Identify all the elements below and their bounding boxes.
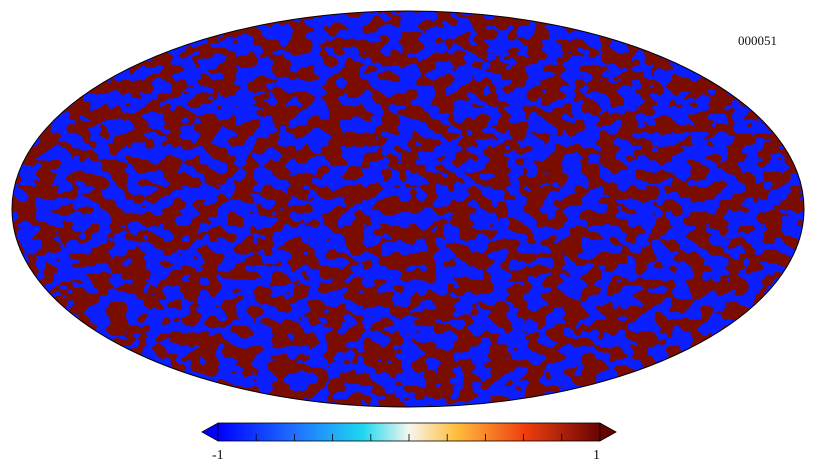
colorbar-max-label: 1 bbox=[593, 448, 600, 463]
map-field bbox=[12, 11, 804, 407]
map-id-label: 000051 bbox=[738, 33, 777, 48]
colorbar bbox=[201, 422, 617, 442]
map-outline bbox=[11, 10, 805, 408]
colorbar-max-arrow bbox=[599, 422, 617, 442]
map-transition-speckles bbox=[12, 11, 804, 407]
colorbar-min-label: -1 bbox=[212, 448, 224, 463]
colorbar-min-arrow bbox=[201, 422, 219, 442]
colorbar-ticks bbox=[255, 434, 563, 441]
